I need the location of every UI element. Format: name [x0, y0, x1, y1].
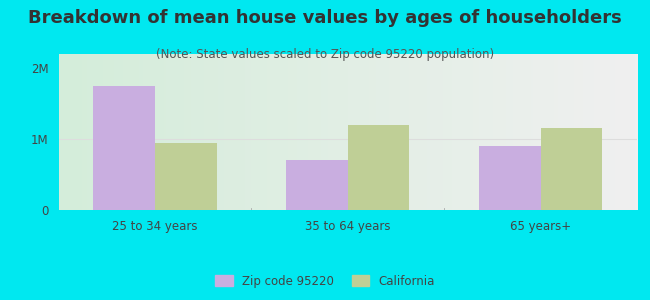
Bar: [479, 146, 541, 210]
Bar: [93, 86, 155, 210]
Text: Breakdown of mean house values by ages of householders: Breakdown of mean house values by ages o…: [28, 9, 622, 27]
Text: (Note: State values scaled to Zip code 95220 population): (Note: State values scaled to Zip code 9…: [156, 48, 494, 61]
Bar: [286, 160, 348, 210]
Bar: [348, 125, 410, 210]
Bar: [155, 142, 216, 210]
Bar: [541, 128, 603, 210]
Legend: Zip code 95220, California: Zip code 95220, California: [211, 271, 439, 291]
